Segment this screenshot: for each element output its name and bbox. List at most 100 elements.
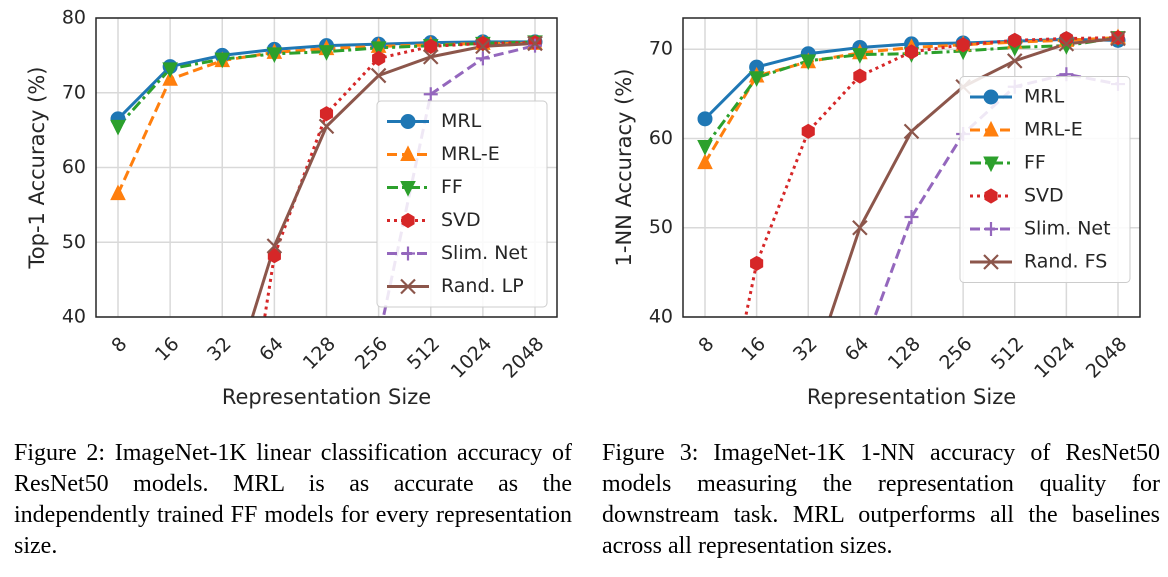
series-line [873,72,1119,317]
marker [475,51,490,66]
legend-label: SVD [1024,185,1064,207]
legend-label: Rand. FS [1024,251,1107,273]
marker [1006,53,1023,69]
marker [401,246,415,261]
x-tick-label: 8 [694,333,718,357]
y-tick-label: 60 [62,156,86,178]
y-tick-label: 50 [649,216,673,238]
marker [424,38,438,54]
legend-label: MRL-E [1024,119,1083,141]
caption: Figure 2: ImageNet-1K linear classificat… [14,440,572,559]
marker [110,184,126,201]
x-tick-label: 256 [935,333,976,374]
x-tick-label: 64 [841,333,874,366]
marker [1008,32,1022,48]
y-tick-label: 70 [62,81,86,103]
x-tick-label: 256 [351,333,392,374]
marker [697,153,713,170]
x-tick-label: 2048 [499,333,549,383]
marker [318,118,335,135]
marker [266,238,283,254]
marker [852,48,868,64]
x-tick-label: 8 [107,333,131,357]
y-tick-label: 40 [62,306,86,328]
marker [801,123,815,139]
marker [983,254,999,270]
marker [372,50,386,66]
legend-label: FF [441,176,463,198]
axes-frame [682,17,1141,318]
legend-label: Rand. LP [441,275,524,297]
marker [983,89,999,105]
marker [904,44,919,60]
marker [1110,30,1126,47]
y-tick-label: 60 [649,127,673,149]
marker [853,68,867,84]
marker [400,145,416,161]
marker [748,71,765,87]
legend-label: SVD [441,209,481,231]
caption: Figure 3: ImageNet-1K 1-NN accuracy of R… [602,440,1160,559]
marker [266,47,283,63]
marker [528,38,542,53]
marker [400,181,416,197]
x-tick-label: 512 [403,333,444,374]
x-tick-label: 512 [987,333,1028,374]
marker [162,70,178,86]
y-tick-label: 50 [62,231,86,253]
legend-label: MRL-E [441,143,500,165]
marker [162,62,178,78]
y-axis-label: Top-1 Accuracy (%) [25,67,49,270]
marker [903,123,920,140]
marker [983,156,999,173]
marker [318,45,335,61]
marker [956,37,970,53]
x-tick-label: 32 [203,333,236,366]
plot [697,28,1126,317]
x-tick-label: 1024 [1030,333,1080,383]
plot [110,34,543,421]
marker [904,210,919,225]
marker [984,222,998,236]
x-tick-label: 2048 [1082,333,1132,383]
legend-box [376,100,548,308]
marker [401,212,415,229]
y-tick-label: 40 [649,306,673,328]
legend-label: MRL [1024,86,1065,108]
marker [852,219,868,236]
x-axis-label: Representation Size [222,385,431,409]
x-tick-label: 64 [255,333,288,366]
x-tick-label: 32 [789,333,822,366]
x-tick-label: 128 [884,333,925,374]
marker [319,106,334,122]
y-axis-label: 1-NN Accuracy (%) [612,69,636,267]
marker [800,54,817,70]
y-tick-label: 80 [62,7,86,29]
y-tick-label: 70 [649,38,673,60]
marker [423,87,438,102]
legend-label: MRL [441,110,482,132]
marker [370,67,387,84]
legend-box [959,76,1131,283]
marker [400,114,416,129]
x-tick-label: 16 [737,333,770,366]
marker [697,111,713,127]
marker [527,35,543,52]
marker [984,188,998,204]
legend-label: Slim. Net [441,242,528,264]
marker [983,120,999,137]
marker [215,407,229,421]
x-tick-label: 16 [151,333,184,366]
marker [110,119,126,136]
marker [370,41,387,58]
marker [400,278,416,295]
marker [422,49,439,65]
marker [1058,36,1075,52]
marker [697,140,713,156]
x-tick-label: 128 [299,333,340,374]
legend-label: Slim. Net [1024,218,1111,240]
x-axis-label: Representation Size [807,385,1016,409]
marker [475,38,491,55]
axes-frame [95,17,558,318]
